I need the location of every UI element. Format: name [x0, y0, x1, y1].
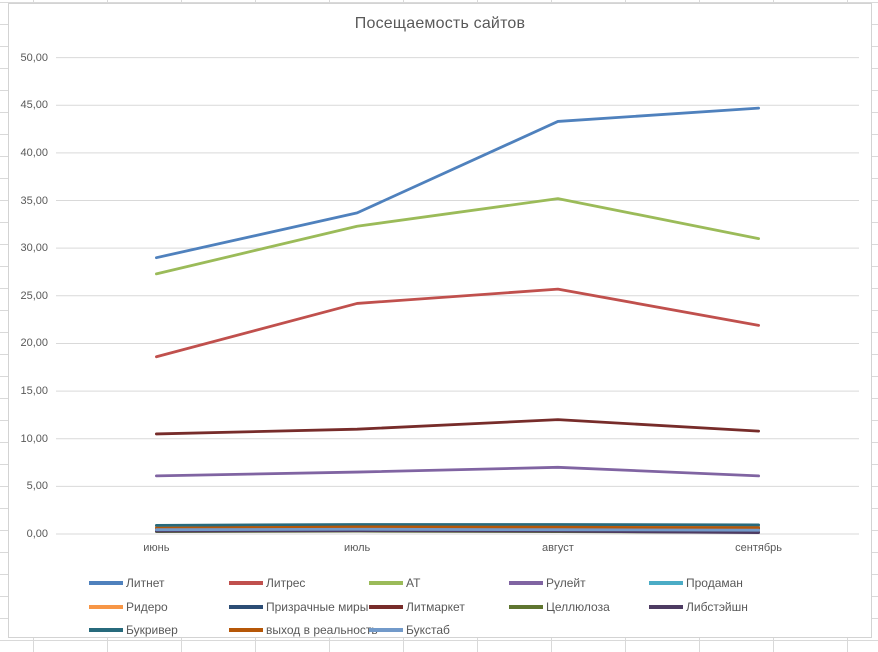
legend-label: АТ [406, 576, 421, 590]
legend-label: Букривер [126, 623, 178, 637]
legend-label: Рулейт [546, 576, 586, 590]
series-line[interactable] [154, 465, 760, 478]
series-line[interactable] [154, 523, 760, 527]
legend-swatch-icon [229, 581, 263, 585]
x-tick-label: сентябрь [735, 542, 783, 554]
legend-item[interactable]: Рулейт [509, 576, 586, 590]
legend-item[interactable]: Либстэйшн [649, 600, 748, 614]
legend-label: Литмаркет [406, 600, 465, 614]
legend-item[interactable]: Целлюлоза [509, 600, 610, 614]
chart-title: Посещаемость сайтов [354, 15, 526, 32]
series-line[interactable] [154, 525, 760, 530]
y-tick-label: 15,00 [20, 385, 48, 398]
y-tick-label: 35,00 [20, 194, 48, 207]
legend-label: Призрачные миры [266, 600, 369, 614]
legend-label: Продаман [686, 576, 743, 590]
legend-swatch-icon [89, 581, 123, 585]
plot-area [56, 57, 859, 535]
series-line[interactable] [154, 197, 760, 276]
legend-label: Литнет [126, 576, 165, 590]
y-tick-label: 0,00 [26, 528, 48, 540]
legend-item[interactable]: Литнет [89, 576, 164, 590]
legend-item[interactable]: Букстаб [369, 623, 450, 637]
y-tick-label: 50,00 [20, 51, 48, 64]
series-line[interactable] [154, 418, 760, 436]
y-tick-label: 45,00 [20, 99, 48, 112]
y-tick-label: 20,00 [20, 337, 48, 350]
legend: Литнет Литрес АТ Рулейт Продаман Ридеро Призра… [9, 4, 871, 637]
x-tick-label: июнь [143, 542, 170, 554]
legend-item[interactable]: Литрес [229, 576, 305, 590]
chart-area[interactable]: Посещаемость сайтов 0,00 5,00 10,00 15,00 20… [8, 3, 872, 638]
legend-item[interactable]: Призрачные миры [229, 600, 368, 614]
x-tick-label: август [541, 542, 574, 554]
legend-item[interactable]: выход в реальность [229, 623, 378, 637]
series-line[interactable] [154, 529, 760, 534]
legend-label: Ридеро [126, 600, 168, 614]
series-line[interactable] [154, 106, 760, 260]
legend-item[interactable]: АТ [369, 576, 420, 590]
legend-label: Либстэйшн [686, 600, 748, 614]
legend-label: Целлюлоза [546, 600, 610, 614]
legend-item[interactable]: Букривер [89, 623, 178, 637]
legend-swatch-icon [649, 581, 683, 585]
legend-swatch-icon [229, 605, 263, 609]
legend-item[interactable]: Продаман [649, 576, 743, 590]
legend-swatch-icon [509, 605, 543, 609]
legend-swatch-icon [369, 628, 403, 632]
legend-swatch-icon [509, 581, 543, 585]
legend-swatch-icon [369, 605, 403, 609]
legend-swatch-icon [89, 605, 123, 609]
series-line[interactable] [154, 287, 760, 359]
legend-swatch-icon [649, 605, 683, 609]
y-tick-label: 30,00 [20, 242, 48, 255]
y-tick-label: 40,00 [20, 146, 48, 159]
legend-label: Букстаб [406, 623, 450, 637]
legend-swatch-icon [89, 628, 123, 632]
y-tick-label: 5,00 [26, 480, 48, 493]
y-tick-label: 25,00 [20, 289, 48, 302]
legend-label: выход в реальность [266, 623, 378, 637]
legend-swatch-icon [369, 581, 403, 585]
legend-item[interactable]: Литмаркет [369, 600, 465, 614]
legend-item[interactable]: Ридеро [89, 600, 168, 614]
series-line[interactable] [154, 527, 760, 532]
legend-label: Литрес [266, 576, 306, 590]
y-tick-label: 10,00 [20, 432, 48, 445]
legend-swatch-icon [229, 628, 263, 632]
x-tick-label: июль [343, 542, 371, 554]
